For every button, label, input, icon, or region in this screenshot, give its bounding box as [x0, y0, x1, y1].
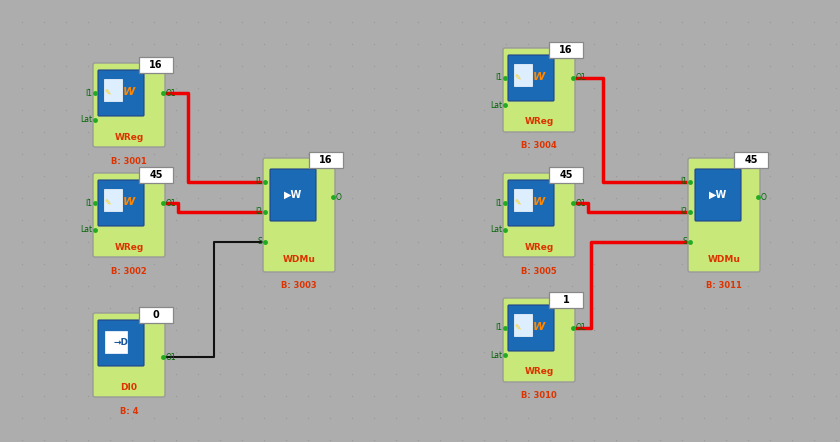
- Text: 16: 16: [559, 45, 573, 55]
- FancyBboxPatch shape: [309, 152, 343, 168]
- Text: WDMu: WDMu: [707, 255, 740, 264]
- Text: I1: I1: [495, 324, 502, 332]
- Text: Lat: Lat: [490, 351, 502, 359]
- Text: WReg: WReg: [114, 243, 144, 251]
- Text: Lat: Lat: [490, 225, 502, 235]
- FancyBboxPatch shape: [549, 292, 583, 308]
- Text: ▶W: ▶W: [284, 190, 302, 200]
- FancyBboxPatch shape: [93, 313, 165, 397]
- Text: W: W: [123, 197, 135, 207]
- Text: WDMu: WDMu: [282, 255, 316, 264]
- FancyBboxPatch shape: [263, 158, 335, 272]
- FancyBboxPatch shape: [514, 314, 532, 336]
- Text: B: 3005: B: 3005: [521, 267, 557, 275]
- Text: O1: O1: [166, 88, 176, 98]
- Text: B: 3004: B: 3004: [521, 141, 557, 150]
- FancyBboxPatch shape: [508, 180, 554, 226]
- FancyBboxPatch shape: [503, 298, 575, 382]
- FancyBboxPatch shape: [549, 42, 583, 58]
- Text: O1: O1: [576, 198, 586, 207]
- Text: WReg: WReg: [114, 133, 144, 141]
- Text: WReg: WReg: [524, 243, 554, 251]
- FancyBboxPatch shape: [104, 79, 122, 101]
- Text: ✎: ✎: [515, 198, 521, 207]
- Text: W: W: [533, 322, 545, 332]
- FancyBboxPatch shape: [104, 189, 122, 211]
- Text: O1: O1: [576, 73, 586, 83]
- Text: I1: I1: [495, 198, 502, 207]
- Text: ✎: ✎: [105, 198, 111, 207]
- FancyBboxPatch shape: [93, 63, 165, 147]
- Text: W: W: [533, 72, 545, 82]
- FancyBboxPatch shape: [503, 48, 575, 132]
- Text: O1: O1: [166, 353, 176, 362]
- FancyBboxPatch shape: [514, 64, 532, 86]
- Text: 16: 16: [319, 155, 333, 165]
- Text: I1: I1: [255, 178, 262, 187]
- FancyBboxPatch shape: [105, 331, 127, 353]
- Text: ✎: ✎: [105, 88, 111, 98]
- FancyBboxPatch shape: [98, 320, 144, 366]
- Text: WReg: WReg: [524, 118, 554, 126]
- Text: I2: I2: [680, 207, 687, 217]
- FancyBboxPatch shape: [139, 307, 173, 323]
- Text: Lat: Lat: [80, 115, 92, 125]
- FancyBboxPatch shape: [93, 173, 165, 257]
- FancyBboxPatch shape: [98, 70, 144, 116]
- Text: W: W: [123, 87, 135, 97]
- FancyBboxPatch shape: [270, 169, 316, 221]
- Text: 16: 16: [150, 60, 163, 70]
- Text: B: 3011: B: 3011: [706, 282, 742, 290]
- Text: W: W: [533, 197, 545, 207]
- Text: I1: I1: [495, 73, 502, 83]
- Text: O: O: [336, 193, 342, 202]
- Text: ✎: ✎: [515, 73, 521, 83]
- FancyBboxPatch shape: [734, 152, 768, 168]
- FancyBboxPatch shape: [688, 158, 760, 272]
- Text: 45: 45: [744, 155, 758, 165]
- Text: O1: O1: [166, 198, 176, 207]
- Text: I1: I1: [85, 88, 92, 98]
- Text: O1: O1: [576, 324, 586, 332]
- Text: 45: 45: [150, 170, 163, 180]
- FancyBboxPatch shape: [98, 180, 144, 226]
- Text: B: 3003: B: 3003: [281, 282, 317, 290]
- FancyBboxPatch shape: [139, 57, 173, 73]
- Text: ✎: ✎: [515, 324, 521, 332]
- Text: 0: 0: [153, 310, 160, 320]
- Text: ▶W: ▶W: [709, 190, 727, 200]
- Text: S: S: [257, 237, 262, 247]
- Text: O: O: [761, 193, 767, 202]
- Text: DI0: DI0: [120, 382, 138, 392]
- Text: 45: 45: [559, 170, 573, 180]
- Text: B: 3002: B: 3002: [111, 267, 147, 275]
- FancyBboxPatch shape: [508, 55, 554, 101]
- Text: 1: 1: [563, 295, 570, 305]
- Text: I2: I2: [255, 207, 262, 217]
- Text: →D: →D: [113, 338, 129, 347]
- FancyBboxPatch shape: [508, 305, 554, 351]
- Text: Lat: Lat: [490, 100, 502, 110]
- Text: S: S: [682, 237, 687, 247]
- Text: B: 4: B: 4: [120, 407, 139, 415]
- FancyBboxPatch shape: [139, 167, 173, 183]
- FancyBboxPatch shape: [695, 169, 741, 221]
- Text: B: 3010: B: 3010: [521, 392, 557, 400]
- FancyBboxPatch shape: [549, 167, 583, 183]
- Text: B: 3001: B: 3001: [111, 156, 147, 165]
- FancyBboxPatch shape: [503, 173, 575, 257]
- Text: Lat: Lat: [80, 225, 92, 235]
- Text: WReg: WReg: [524, 367, 554, 377]
- Text: I1: I1: [85, 198, 92, 207]
- FancyBboxPatch shape: [514, 189, 532, 211]
- Text: I1: I1: [680, 178, 687, 187]
